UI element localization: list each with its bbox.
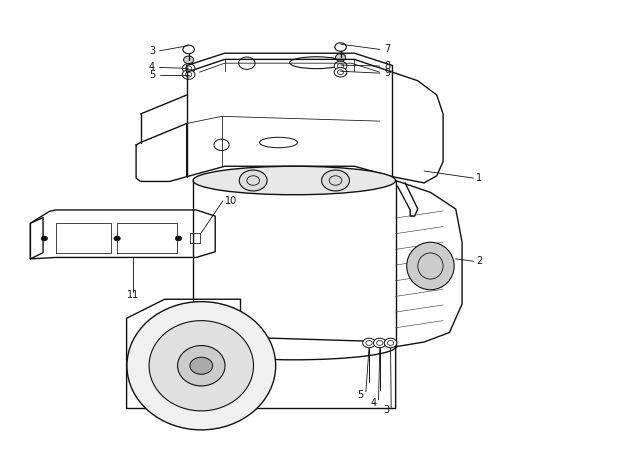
Text: 5: 5 <box>358 390 364 400</box>
Text: 4: 4 <box>149 62 155 73</box>
Text: 2: 2 <box>476 256 482 266</box>
Circle shape <box>334 67 347 77</box>
Circle shape <box>363 338 375 348</box>
Circle shape <box>182 70 195 79</box>
Circle shape <box>190 357 213 374</box>
Text: 5: 5 <box>149 69 155 80</box>
Text: 1: 1 <box>476 173 482 183</box>
Ellipse shape <box>127 302 276 430</box>
Text: 7: 7 <box>384 44 391 55</box>
Circle shape <box>384 338 397 348</box>
Text: 3: 3 <box>383 405 389 416</box>
Text: 11: 11 <box>127 290 139 301</box>
Circle shape <box>335 54 346 61</box>
Text: 10: 10 <box>225 196 237 206</box>
Ellipse shape <box>193 166 396 195</box>
Ellipse shape <box>177 346 225 386</box>
Circle shape <box>239 170 267 191</box>
Text: 8: 8 <box>384 61 391 71</box>
Circle shape <box>182 64 195 73</box>
Text: 4: 4 <box>370 398 377 408</box>
Circle shape <box>184 56 194 64</box>
Ellipse shape <box>407 242 454 290</box>
Text: 9: 9 <box>384 68 391 78</box>
Text: 3: 3 <box>149 46 155 56</box>
Ellipse shape <box>149 321 253 411</box>
Circle shape <box>322 170 349 191</box>
Circle shape <box>175 236 182 241</box>
Circle shape <box>114 236 120 241</box>
Circle shape <box>334 61 347 71</box>
Circle shape <box>41 236 47 241</box>
Circle shape <box>373 338 386 348</box>
